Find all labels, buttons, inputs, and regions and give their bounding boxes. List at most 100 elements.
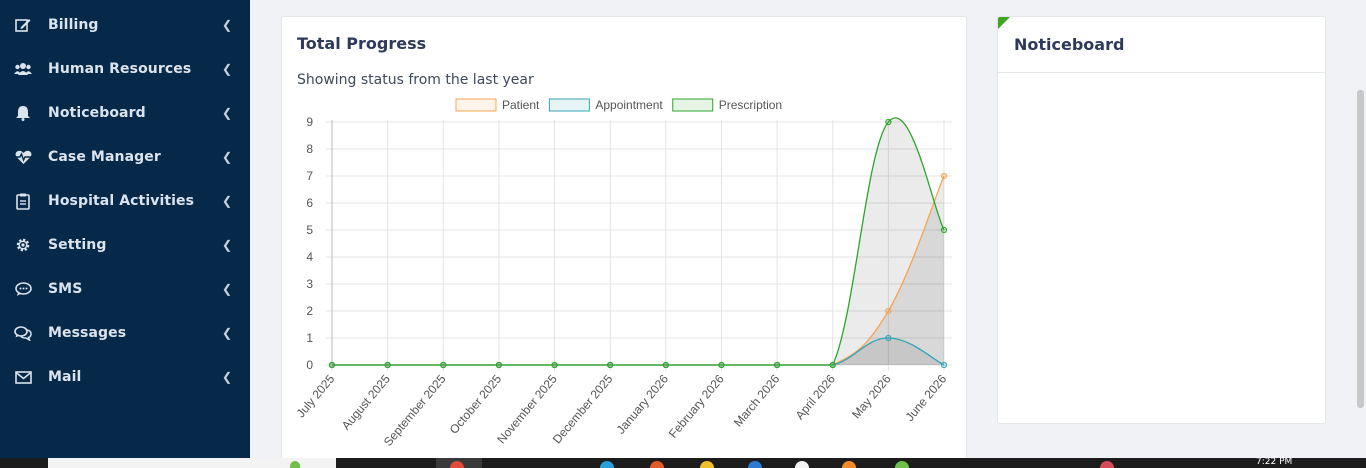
- x-tick-label: November 2025: [494, 372, 560, 447]
- y-tick-label: 7: [306, 169, 313, 183]
- y-tick-label: 4: [306, 250, 313, 264]
- sidebar-item-mail[interactable]: Mail ❮: [0, 355, 250, 399]
- x-tick-label: October 2025: [447, 372, 505, 437]
- taskbar-app-icon[interactable]: [450, 461, 464, 468]
- y-tick-label: 6: [306, 196, 313, 210]
- x-tick-label: May 2026: [849, 372, 894, 422]
- progress-chart: 0 1 2 3 4 5 6 7 8 9 July 2025 August 2025September …: [294, 98, 952, 449]
- chevron-left-icon: ❮: [222, 106, 233, 120]
- data-point: [384, 361, 391, 369]
- page-scrollbar[interactable]: [1355, 0, 1366, 458]
- taskbar-app-icon[interactable]: [795, 461, 809, 468]
- sidebar-item-messages[interactable]: Messages ❮: [0, 311, 250, 355]
- clipboard-icon: [14, 192, 32, 210]
- series-line: [332, 117, 945, 366]
- x-tick-label: September 2025: [381, 372, 449, 449]
- sidebar: Billing ❮ Human Resources ❮ Noticeboard …: [0, 0, 250, 458]
- taskbar-app-icon[interactable]: [600, 461, 614, 468]
- data-point: [885, 334, 892, 342]
- x-tick-label: February 2026: [666, 372, 727, 441]
- sidebar-item-label: Billing: [48, 17, 99, 33]
- sidebar-item-noticeboard[interactable]: Noticeboard ❮: [0, 91, 250, 135]
- y-tick-label: 5: [306, 223, 313, 237]
- data-point: [940, 172, 948, 180]
- data-point: [940, 226, 948, 234]
- x-tick-label: July 2025: [294, 372, 338, 421]
- y-tick-label: 2: [306, 304, 313, 318]
- legend-label: Appointment: [595, 98, 663, 112]
- comments-icon: [14, 324, 32, 342]
- taskbar-app-icon[interactable]: [748, 461, 762, 468]
- series-area: [332, 338, 944, 365]
- users-icon: [14, 60, 32, 78]
- sidebar-item-label: Messages: [48, 325, 127, 341]
- y-tick-label: 0: [306, 358, 313, 372]
- chevron-left-icon: ❮: [222, 194, 233, 208]
- taskbar-app-icon[interactable]: [650, 461, 664, 468]
- card-corner-flag: [998, 17, 1010, 29]
- y-tick-label: 1: [306, 331, 313, 345]
- bell-icon: [14, 104, 32, 122]
- sidebar-item-case-manager[interactable]: Case Manager ❮: [0, 135, 250, 179]
- noticeboard-card: Noticeboard: [997, 16, 1326, 424]
- data-point: [885, 118, 892, 126]
- sidebar-item-hospital-activities[interactable]: Hospital Activities ❮: [0, 179, 250, 223]
- sidebar-item-label: Setting: [48, 237, 107, 253]
- y-tick-label: 8: [306, 142, 313, 156]
- total-progress-card: Total Progress Showing status from the l…: [281, 16, 967, 468]
- series-area: [332, 176, 944, 365]
- x-tick-label: June 2026: [903, 372, 950, 424]
- data-point: [551, 361, 558, 369]
- chevron-left-icon: ❮: [222, 62, 233, 76]
- chevron-left-icon: ❮: [222, 18, 233, 32]
- chevron-left-icon: ❮: [222, 370, 233, 384]
- sidebar-item-billing[interactable]: Billing ❮: [0, 3, 250, 47]
- legend-swatch: [455, 98, 497, 112]
- chevron-left-icon: ❮: [222, 282, 233, 296]
- data-point: [662, 361, 669, 369]
- scrollbar-thumb[interactable]: [1357, 90, 1364, 408]
- sidebar-item-label: Hospital Activities: [48, 193, 195, 209]
- sidebar-item-label: Case Manager: [48, 149, 161, 165]
- sidebar-item-human-resources[interactable]: Human Resources ❮: [0, 47, 250, 91]
- gear-icon: [14, 236, 32, 254]
- taskbar-clock: 7:22 PM: [1256, 457, 1293, 467]
- heartbeat-icon: [14, 148, 32, 166]
- taskbar-app-icon[interactable]: [895, 461, 909, 468]
- taskbar-search[interactable]: [48, 458, 336, 468]
- card-subtitle: Showing status from the last year: [297, 72, 534, 88]
- taskbar-tray-icon[interactable]: [1100, 461, 1114, 468]
- x-tick-label: April 2026: [793, 372, 839, 423]
- legend-label: Patient: [502, 98, 540, 112]
- data-point: [940, 361, 948, 369]
- sidebar-item-setting[interactable]: Setting ❮: [0, 223, 250, 267]
- x-tick-label: January 2026: [614, 372, 672, 437]
- data-point: [718, 361, 725, 369]
- taskbar-app-icon[interactable]: [700, 461, 714, 468]
- data-point: [885, 307, 892, 315]
- data-point: [773, 361, 781, 369]
- x-tick-label: August 2025: [339, 372, 393, 433]
- taskbar-app-icon[interactable]: [290, 461, 300, 468]
- sidebar-item-label: Mail: [48, 369, 82, 385]
- taskbar: 7:22 PM: [0, 457, 1366, 468]
- data-point: [829, 361, 836, 369]
- sidebar-item-label: SMS: [48, 281, 83, 297]
- series-area: [332, 117, 944, 365]
- x-tick-label: March 2026: [731, 372, 783, 430]
- legend-swatch: [548, 98, 590, 112]
- card-title: Total Progress: [297, 34, 427, 53]
- data-point: [440, 361, 447, 369]
- data-point: [328, 361, 336, 369]
- sidebar-item-label: Noticeboard: [48, 105, 146, 121]
- noticeboard-title: Noticeboard: [1014, 35, 1125, 54]
- envelope-icon: [14, 368, 32, 386]
- y-tick-label: 3: [306, 277, 313, 291]
- taskbar-app-icon[interactable]: [842, 461, 856, 468]
- data-point: [607, 361, 614, 369]
- sidebar-item-label: Human Resources: [48, 61, 192, 77]
- chevron-left-icon: ❮: [222, 238, 233, 252]
- noticeboard-header: Noticeboard: [998, 17, 1325, 73]
- sidebar-item-sms[interactable]: SMS ❮: [0, 267, 250, 311]
- data-point: [495, 361, 503, 369]
